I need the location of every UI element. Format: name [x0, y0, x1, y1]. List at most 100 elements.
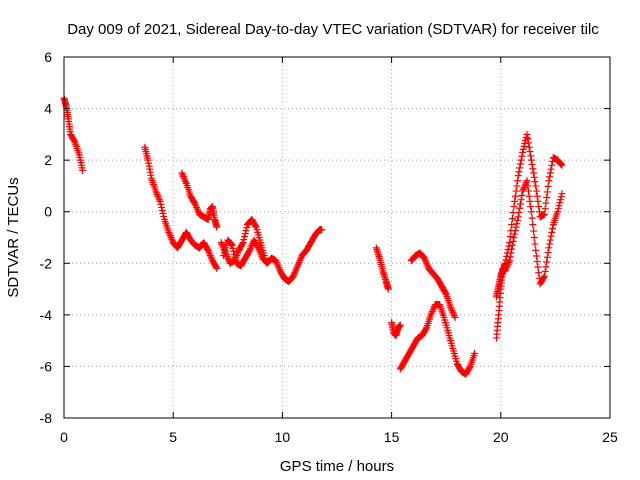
data-point-interp: [422, 325, 430, 333]
data-point-interp: [555, 202, 563, 210]
data-point-interp: [511, 197, 519, 205]
data-point: [519, 148, 527, 156]
data-point-interp: [505, 258, 513, 266]
data-point-interp: [544, 249, 552, 257]
data-point-interp: [502, 265, 510, 273]
data-point-interp: [192, 203, 200, 211]
data-point-interp: [541, 205, 549, 213]
series-arc-2: [141, 143, 221, 272]
data-point-interp: [508, 245, 516, 253]
data-point-interp: [524, 139, 532, 147]
data-point-interp: [192, 202, 200, 210]
data-point-interp: [504, 260, 512, 268]
data-point-interp: [256, 247, 264, 255]
data-point-interp: [181, 176, 189, 184]
x-tick-label: 25: [602, 429, 618, 445]
data-point-interp: [294, 260, 302, 268]
data-point-interp: [520, 142, 528, 150]
data-point-interp: [546, 240, 554, 248]
data-point-interp: [227, 240, 235, 248]
data-point-interp: [533, 192, 541, 200]
data-point-interp: [242, 227, 250, 235]
data-point-interp: [224, 254, 232, 262]
data-point-interp: [530, 173, 538, 181]
data-point-interp: [543, 194, 551, 202]
data-point: [156, 197, 164, 205]
data-point-interp: [513, 182, 521, 190]
x-tick-label: 15: [384, 429, 400, 445]
x-tick-label: 0: [60, 429, 68, 445]
x-axis-label: GPS time / hours: [280, 458, 394, 475]
data-point: [540, 210, 548, 218]
data-point: [165, 228, 173, 236]
data-point-interp: [180, 174, 188, 182]
data-point-interp: [246, 245, 254, 253]
data-point-interp: [447, 305, 455, 313]
data-point-interp: [531, 178, 539, 186]
data-point-interp: [512, 187, 520, 195]
data-point-interp: [526, 197, 534, 205]
series-arc-3: [178, 169, 221, 231]
data-point-interp: [529, 221, 537, 229]
series-arc-9: [407, 249, 459, 321]
data-point-interp: [429, 306, 437, 314]
data-point: [272, 257, 280, 265]
data-point-interp: [542, 199, 550, 207]
data-point-interp: [543, 253, 551, 261]
data-point: [213, 223, 221, 231]
data-point-interp: [528, 160, 536, 168]
data-point: [532, 246, 540, 254]
data-point-interp: [241, 230, 249, 238]
data-point-interp: [229, 244, 237, 252]
data-point-interp: [449, 308, 457, 316]
data-point-interp: [503, 264, 511, 272]
data-point-interp: [548, 228, 556, 236]
data-point-interp: [542, 263, 550, 271]
data-point-interp: [155, 194, 163, 202]
data-point: [523, 130, 531, 138]
data-point: [289, 272, 297, 280]
y-tick-label: 2: [44, 152, 52, 168]
data-point-interp: [508, 241, 516, 249]
data-point-interp: [428, 309, 436, 317]
data-point-interp: [528, 214, 536, 222]
data-point-interp: [243, 224, 251, 232]
data-point-interp: [514, 177, 522, 185]
data-point-interp: [297, 255, 305, 263]
x-tick-label: 5: [169, 429, 177, 445]
data-point-interp: [548, 224, 556, 232]
data-point: [471, 350, 479, 358]
data-point-interp: [292, 267, 300, 275]
data-point-interp: [159, 209, 167, 217]
data-point-interp: [522, 178, 530, 186]
data-point: [204, 246, 212, 254]
data-point-interp: [155, 196, 163, 204]
data-points: [60, 94, 566, 378]
y-tick-label: 6: [44, 49, 52, 65]
data-point-interp: [525, 192, 533, 200]
data-point-interp: [206, 252, 214, 260]
data-point-interp: [511, 192, 519, 200]
data-point-interp: [257, 251, 265, 259]
data-point-interp: [535, 269, 543, 277]
data-point-interp: [166, 232, 174, 240]
data-point-interp: [274, 262, 282, 270]
y-tick-label: -2: [40, 255, 53, 271]
data-point-interp: [556, 199, 564, 207]
data-point: [532, 182, 540, 190]
data-point-interp: [247, 243, 255, 251]
data-point-interp: [206, 250, 214, 258]
data-point-interp: [525, 143, 533, 151]
series-arc-11: [492, 177, 566, 301]
data-point-interp: [535, 203, 543, 211]
data-point-interp: [179, 171, 187, 179]
data-point-interp: [203, 245, 211, 253]
data-point-interp: [234, 248, 242, 256]
y-tick-label: -8: [40, 410, 53, 426]
data-point: [79, 166, 87, 174]
data-point-interp: [516, 160, 524, 168]
data-point-interp: [293, 264, 301, 272]
data-point: [254, 244, 262, 252]
data-point: [228, 241, 236, 249]
